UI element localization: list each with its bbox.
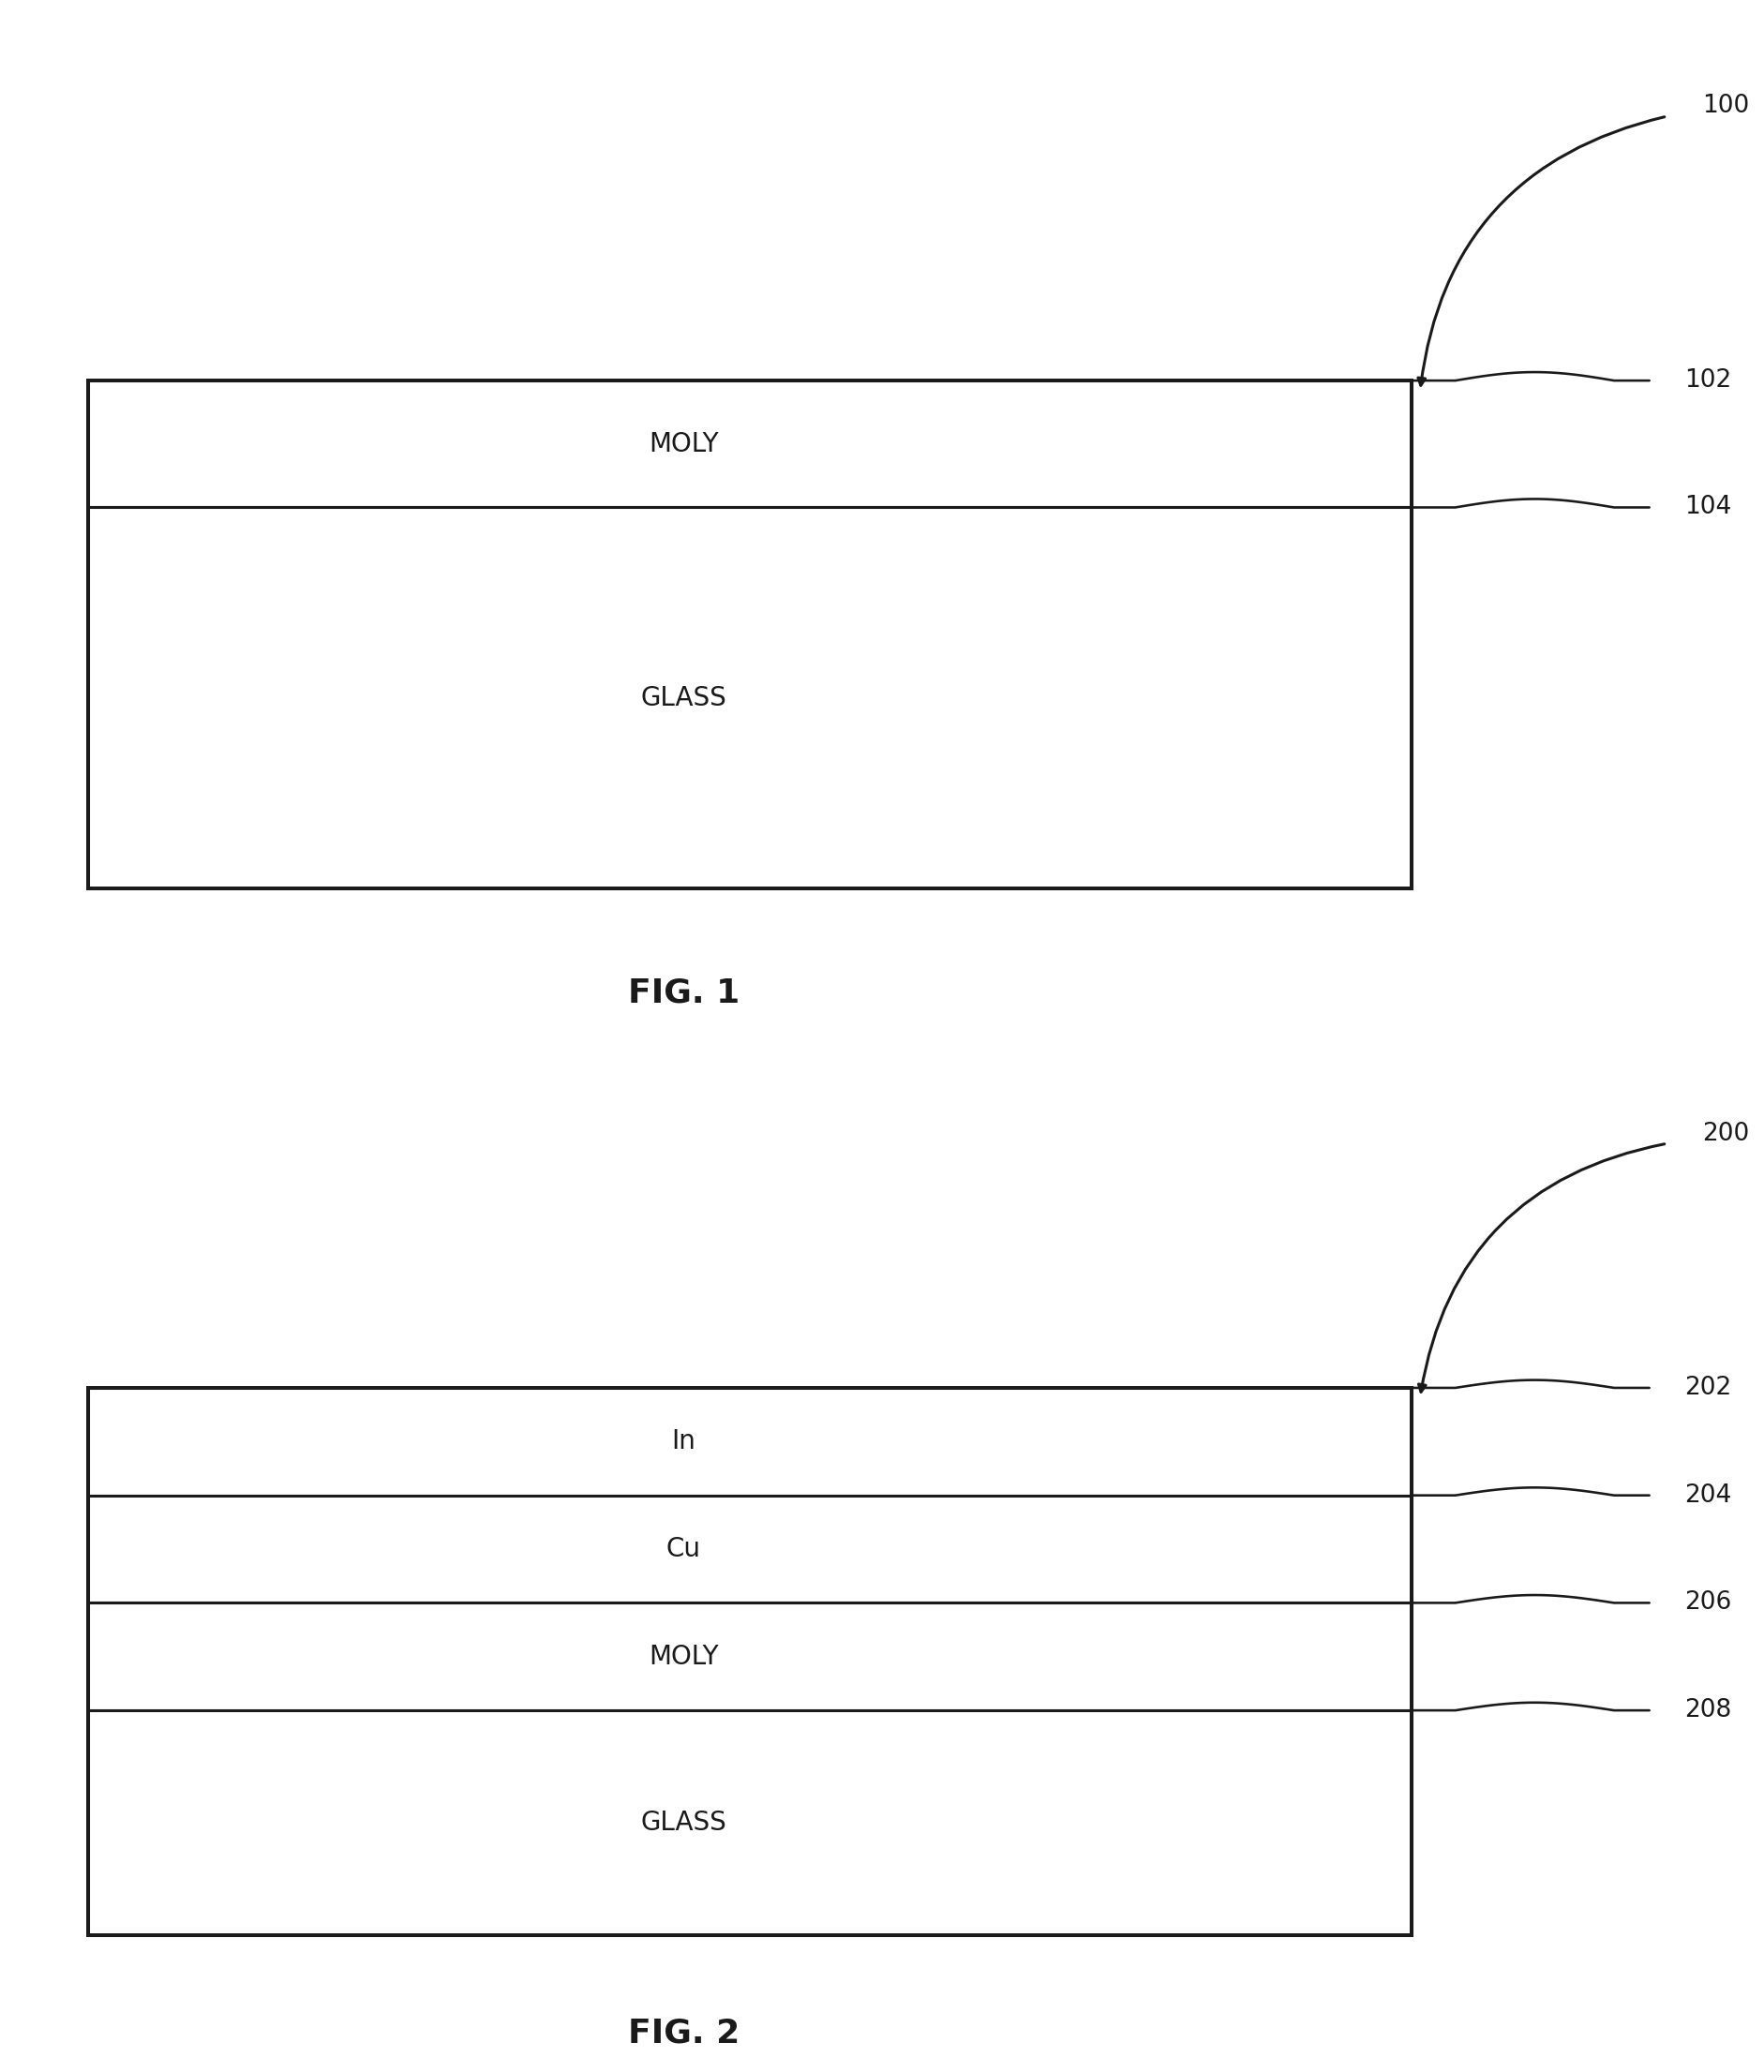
Bar xyxy=(88,381,1411,889)
Text: FIG. 2: FIG. 2 xyxy=(628,2018,739,2049)
Bar xyxy=(88,1388,1411,1935)
Text: In: In xyxy=(672,1428,695,1455)
Text: 204: 204 xyxy=(1685,1484,1732,1508)
Text: FIG. 1: FIG. 1 xyxy=(628,976,739,1009)
Text: 200: 200 xyxy=(1702,1121,1750,1146)
Text: MOLY: MOLY xyxy=(649,1643,718,1670)
Text: 102: 102 xyxy=(1685,369,1732,394)
Bar xyxy=(88,1604,1411,1709)
Bar xyxy=(88,1496,1411,1604)
Text: 208: 208 xyxy=(1685,1699,1732,1722)
Bar xyxy=(88,1709,1411,1935)
Bar xyxy=(88,508,1411,889)
Text: Cu: Cu xyxy=(667,1535,700,1562)
Text: 202: 202 xyxy=(1685,1376,1732,1401)
Text: 104: 104 xyxy=(1685,495,1732,520)
Text: MOLY: MOLY xyxy=(649,431,718,458)
Text: GLASS: GLASS xyxy=(640,684,727,711)
Bar xyxy=(88,381,1411,508)
Text: 206: 206 xyxy=(1685,1591,1732,1614)
Text: GLASS: GLASS xyxy=(640,1809,727,1836)
Text: 100: 100 xyxy=(1702,93,1750,118)
Bar xyxy=(88,1388,1411,1496)
